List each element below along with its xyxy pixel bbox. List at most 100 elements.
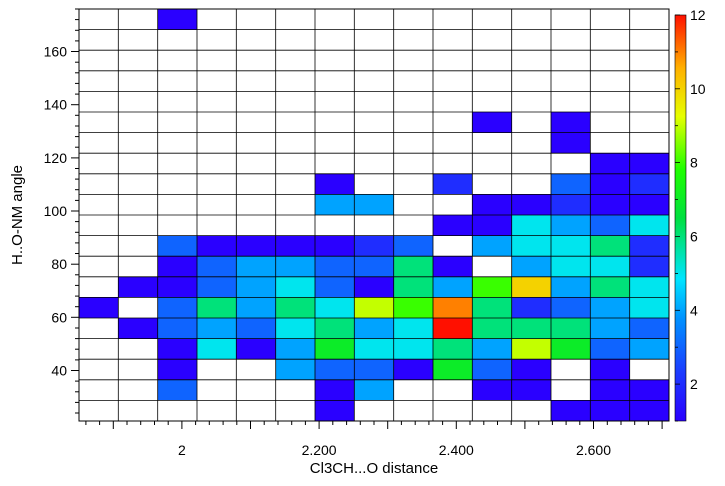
- heatmap-cell: [472, 112, 512, 133]
- heatmap-cell: [275, 400, 315, 421]
- heatmap-cell: [629, 359, 669, 380]
- heatmap-cell: [315, 318, 355, 339]
- heatmap-cell: [79, 50, 119, 71]
- heatmap-cell: [79, 70, 119, 92]
- heatmap-cell: [79, 359, 119, 380]
- heatmap-cell: [393, 173, 433, 195]
- heatmap-cell: [118, 50, 158, 71]
- heatmap-cell: [393, 153, 433, 174]
- heatmap-cell: [197, 194, 237, 215]
- heatmap-cell: [472, 318, 512, 339]
- heatmap-cell: [551, 112, 591, 133]
- heatmap-cell: [629, 276, 669, 298]
- heatmap-cell: [472, 379, 512, 401]
- heatmap-cell: [275, 338, 315, 360]
- heatmap-cell: [354, 276, 394, 298]
- heatmap-cell: [79, 112, 119, 133]
- heatmap-cell: [511, 235, 551, 257]
- heatmap-cell: [551, 400, 591, 421]
- heatmap-cell: [590, 91, 630, 112]
- heatmap-cell: [197, 235, 237, 257]
- heatmap-cell: [197, 9, 237, 30]
- heatmap-cell: [354, 338, 394, 360]
- heatmap-cell: [354, 91, 394, 112]
- heatmap-cell: [79, 318, 119, 339]
- heatmap-cell: [275, 70, 315, 92]
- heatmap-cell: [157, 338, 197, 360]
- heatmap-cell: [590, 297, 630, 318]
- heatmap-cell: [393, 235, 433, 257]
- heatmap-cell: [511, 359, 551, 380]
- heatmap-cell: [79, 400, 119, 421]
- heatmap-cell: [354, 359, 394, 380]
- y-tick-label: 160: [44, 44, 68, 60]
- heatmap-cell: [118, 256, 158, 277]
- heatmap-cell: [197, 153, 237, 174]
- heatmap-cell: [629, 132, 669, 154]
- heatmap-cell: [79, 132, 119, 154]
- heatmap-cell: [118, 297, 158, 318]
- heatmap-cell: [590, 173, 630, 195]
- heatmap-cell: [197, 359, 237, 380]
- heatmap-cell: [315, 173, 355, 195]
- heatmap-cell: [629, 297, 669, 318]
- heatmap-cell: [315, 153, 355, 174]
- heatmap-cell: [629, 400, 669, 421]
- heatmap-cell: [354, 379, 394, 401]
- heatmap-cell: [433, 9, 473, 30]
- heatmap-cell: [157, 379, 197, 401]
- heatmap-cell: [433, 256, 473, 277]
- heatmap-cell: [275, 359, 315, 380]
- heatmap-cell: [590, 400, 630, 421]
- heatmap-cell: [315, 379, 355, 401]
- heatmap-cell: [472, 297, 512, 318]
- heatmap-cell: [79, 173, 119, 195]
- heatmap-cell: [472, 153, 512, 174]
- heatmap-cell: [590, 132, 630, 154]
- heatmap-cell: [551, 379, 591, 401]
- heatmap-cell: [197, 256, 237, 277]
- heatmap-cell: [393, 379, 433, 401]
- heatmap-cell: [472, 338, 512, 360]
- heatmap-cell: [157, 173, 197, 195]
- heatmap-cell: [315, 9, 355, 30]
- heatmap-cell: [157, 318, 197, 339]
- heatmap-cell: [433, 318, 473, 339]
- heatmap-cell: [236, 70, 276, 92]
- heatmap-cell: [315, 132, 355, 154]
- heatmap-cell: [157, 235, 197, 257]
- heatmap-cell: [79, 91, 119, 112]
- heatmap-cell: [472, 91, 512, 112]
- heatmap-cell: [236, 256, 276, 277]
- heatmap-cell: [629, 29, 669, 51]
- heatmap-cell: [79, 297, 119, 318]
- heatmap-cell: [354, 132, 394, 154]
- heatmap-cell: [433, 29, 473, 51]
- heatmap-cell: [551, 91, 591, 112]
- heatmap-cell: [433, 235, 473, 257]
- heatmap-cell: [433, 400, 473, 421]
- heatmap-cell: [197, 400, 237, 421]
- heatmap-cell: [551, 215, 591, 236]
- heatmap-cell: [433, 338, 473, 360]
- heatmap-cell: [315, 256, 355, 277]
- heatmap-cell: [197, 29, 237, 51]
- heatmap-cell: [236, 359, 276, 380]
- x-tick-label: 2.200: [302, 442, 337, 458]
- colorbar-tick-label: 2: [690, 376, 698, 392]
- heatmap-cell: [197, 91, 237, 112]
- heatmap-cell: [472, 29, 512, 51]
- heatmap-cell: [472, 70, 512, 92]
- heatmap-cell: [79, 9, 119, 30]
- heatmap-cell: [393, 338, 433, 360]
- heatmap-cell: [511, 318, 551, 339]
- colorbar-tick-label: 4: [690, 302, 698, 318]
- heatmap-cells: [79, 9, 669, 421]
- heatmap-cell: [354, 173, 394, 195]
- heatmap-cell: [511, 379, 551, 401]
- heatmap-cell: [393, 70, 433, 92]
- grid-lines: [78, 8, 670, 422]
- heatmap-cell: [433, 173, 473, 195]
- x-axis-title: Cl3CH...O distance: [310, 460, 438, 477]
- heatmap-cell: [79, 153, 119, 174]
